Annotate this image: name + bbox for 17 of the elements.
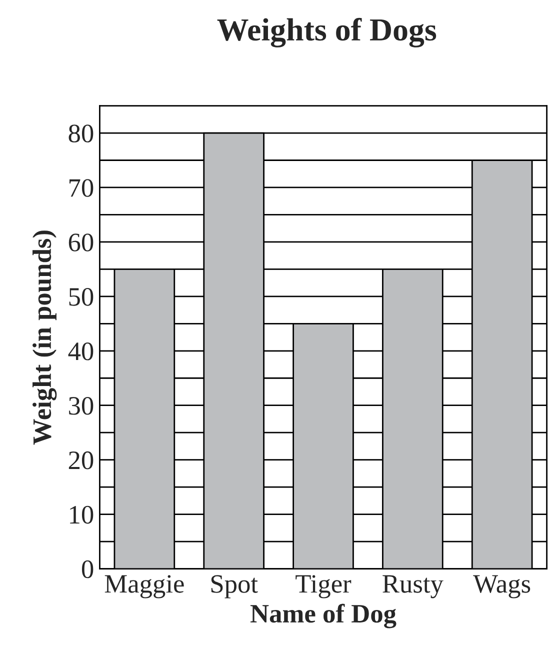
chart-title: Weights of Dogs: [217, 18, 436, 48]
y-tick-label: 20: [68, 451, 94, 470]
x-tick-label: Rusty: [382, 575, 444, 598]
y-tick-label: 80: [68, 124, 94, 142]
x-axis-title: Name of Dog: [250, 604, 396, 628]
x-tick-label: Spot: [211, 575, 258, 598]
y-axis-title: Weight (in pounds): [32, 230, 57, 445]
x-tick-label: Maggie: [104, 575, 184, 598]
y-tick-label: 50: [69, 288, 94, 306]
y-tick-label: 10: [70, 506, 94, 524]
y-tick-label: 40: [68, 342, 94, 360]
y-tick-label: 60: [68, 234, 94, 252]
y-tick-label: 0: [82, 560, 94, 578]
y-tick-label: 70: [70, 179, 94, 197]
x-tick-label: Tiger: [296, 575, 352, 598]
x-tick-label: Wags: [473, 575, 530, 598]
y-tick-label: 30: [69, 396, 94, 415]
